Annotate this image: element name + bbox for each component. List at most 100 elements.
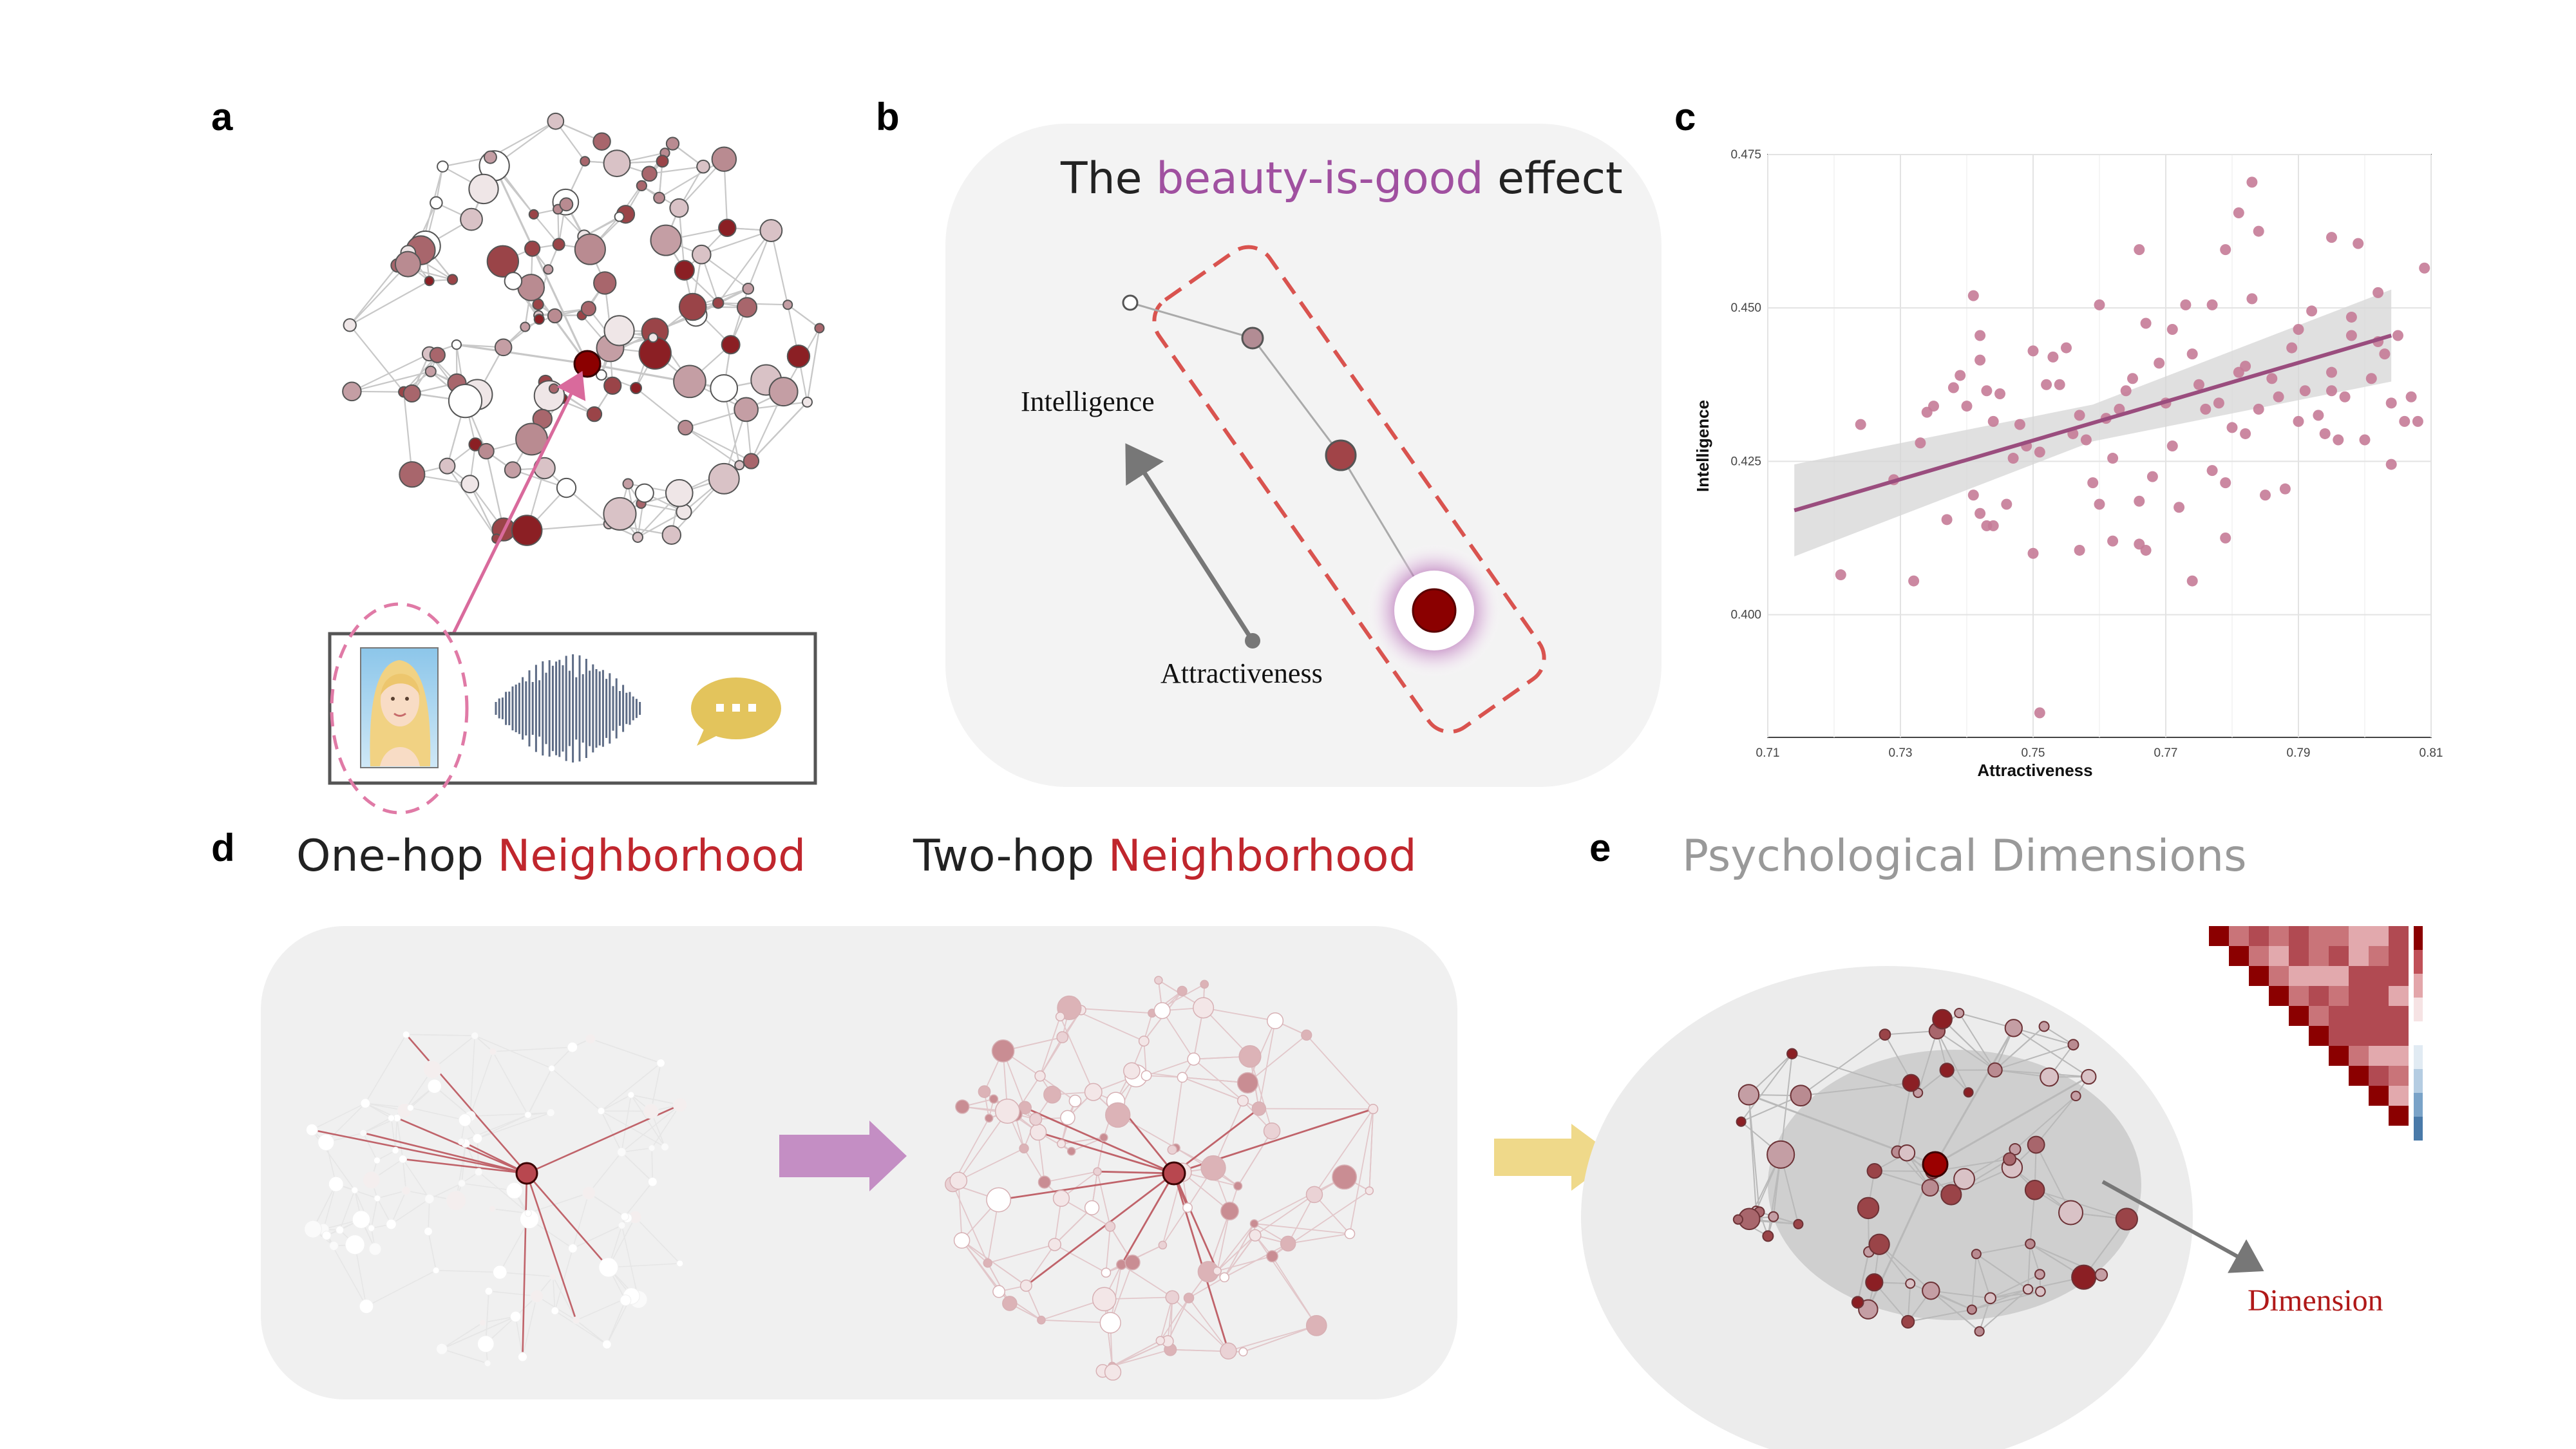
hub-edge bbox=[1935, 1075, 2090, 1166]
scatter-point bbox=[2146, 471, 2158, 482]
network-edge bbox=[1897, 1083, 1912, 1152]
y-tick-label: 0.450 bbox=[1730, 301, 1761, 315]
speech-bubble-icon bbox=[691, 677, 781, 746]
scatter-point bbox=[2220, 477, 2231, 489]
network-node bbox=[1057, 1139, 1066, 1148]
network-node bbox=[1099, 1312, 1121, 1334]
network-node bbox=[471, 1032, 479, 1040]
x-tick-label: 0.77 bbox=[2154, 746, 2178, 760]
network-node bbox=[484, 1359, 491, 1367]
network-node bbox=[597, 1107, 605, 1115]
network-node bbox=[622, 478, 634, 489]
scatter-point bbox=[2246, 176, 2258, 188]
network-node bbox=[2081, 1068, 2097, 1085]
scatter-point bbox=[2174, 502, 2185, 513]
pointer-arrow bbox=[449, 371, 586, 640]
network-node bbox=[618, 1221, 626, 1229]
network-edge bbox=[366, 1270, 437, 1307]
heatmap-cell bbox=[2369, 1026, 2389, 1046]
network-node bbox=[1104, 1363, 1122, 1381]
network-node bbox=[1940, 1184, 1962, 1206]
network-edge bbox=[470, 1112, 551, 1117]
scatter-point bbox=[2041, 379, 2052, 390]
network-node bbox=[1857, 1197, 1880, 1220]
heatmap-cell bbox=[2329, 1046, 2349, 1066]
scatter-chart: 0.71 0.73 0.75 0.77 0.79 0.81 0.400 0.425 0.450 0… bbox=[1693, 148, 2443, 780]
network-edge bbox=[1801, 1082, 1911, 1097]
network-edge bbox=[1368, 1108, 1374, 1191]
network-node bbox=[994, 1098, 1020, 1124]
network-node bbox=[1154, 976, 1163, 985]
network-edge bbox=[787, 304, 820, 329]
scatter-point bbox=[1961, 401, 1973, 412]
network-edge bbox=[1161, 1010, 1195, 1060]
network-edge bbox=[600, 1110, 622, 1153]
network-edge bbox=[469, 1051, 494, 1117]
scatter-point bbox=[2114, 403, 2125, 415]
y-tick-label: 0.400 bbox=[1730, 608, 1761, 621]
scatter-point bbox=[2107, 453, 2119, 464]
network-edge bbox=[1237, 1130, 1273, 1187]
network-node bbox=[568, 1244, 578, 1253]
network-edge bbox=[2014, 1095, 2077, 1150]
network-node bbox=[1200, 980, 1209, 989]
network-node bbox=[2115, 1208, 2138, 1231]
network-edge bbox=[1255, 1235, 1318, 1326]
network-node bbox=[1066, 1146, 1076, 1156]
network-edge bbox=[1171, 1077, 1183, 1150]
network-node bbox=[1029, 1112, 1043, 1126]
hub-edge bbox=[1037, 1131, 1175, 1175]
network-edge bbox=[478, 1171, 529, 1214]
network-edge bbox=[488, 1291, 537, 1297]
network-edge bbox=[533, 214, 560, 245]
network-edge bbox=[1171, 1296, 1229, 1352]
network-edge bbox=[402, 392, 413, 475]
heatmap-cell bbox=[2209, 926, 2229, 946]
colorbar-segment bbox=[2414, 974, 2423, 998]
network-node bbox=[468, 173, 499, 205]
hub-edge bbox=[1934, 1027, 2015, 1165]
purple-arrow bbox=[779, 1121, 907, 1191]
scatter-point bbox=[1855, 419, 1866, 430]
network-node bbox=[435, 1343, 448, 1355]
colorbar-segment bbox=[2414, 1093, 2423, 1117]
network-node bbox=[989, 1094, 999, 1104]
network-edge bbox=[474, 1035, 493, 1052]
scatter-point bbox=[2353, 238, 2364, 249]
network-node bbox=[446, 1190, 467, 1211]
network-edge bbox=[428, 1231, 437, 1271]
network-node bbox=[636, 180, 648, 192]
network-node bbox=[1332, 1164, 1358, 1190]
network-node bbox=[1052, 1189, 1070, 1207]
network-node bbox=[1866, 1163, 1882, 1179]
network-edge bbox=[635, 387, 687, 428]
network-node bbox=[1266, 1250, 1278, 1263]
heatmap-cell bbox=[2349, 1046, 2369, 1066]
scatter-point bbox=[1955, 370, 1966, 381]
network-node bbox=[953, 1232, 971, 1249]
network-edge bbox=[1349, 1108, 1374, 1234]
network-edge bbox=[474, 1035, 553, 1069]
network-node bbox=[1236, 1072, 1258, 1094]
scatter-point bbox=[2220, 244, 2231, 256]
network-edge bbox=[1258, 1108, 1374, 1110]
network-node bbox=[494, 338, 513, 357]
network-node bbox=[742, 282, 755, 295]
scatter-point bbox=[2166, 440, 2178, 451]
network-node bbox=[634, 483, 654, 503]
colorbar-segment bbox=[2414, 1021, 2423, 1045]
network-edge bbox=[630, 1094, 666, 1148]
network-node bbox=[711, 146, 737, 172]
hub-edge bbox=[526, 1173, 577, 1321]
network-edge bbox=[410, 1107, 466, 1121]
network-node bbox=[786, 344, 811, 368]
scatter-point bbox=[2379, 348, 2391, 360]
network-edge bbox=[1314, 1194, 1350, 1235]
scatter-point bbox=[2326, 385, 2337, 397]
network-node bbox=[603, 497, 637, 531]
heatmap-cell bbox=[2349, 1006, 2369, 1026]
heatmap-cell bbox=[2329, 966, 2349, 986]
network-edge bbox=[1971, 1289, 2029, 1311]
network-node bbox=[736, 297, 758, 318]
network-edge bbox=[461, 1182, 515, 1191]
